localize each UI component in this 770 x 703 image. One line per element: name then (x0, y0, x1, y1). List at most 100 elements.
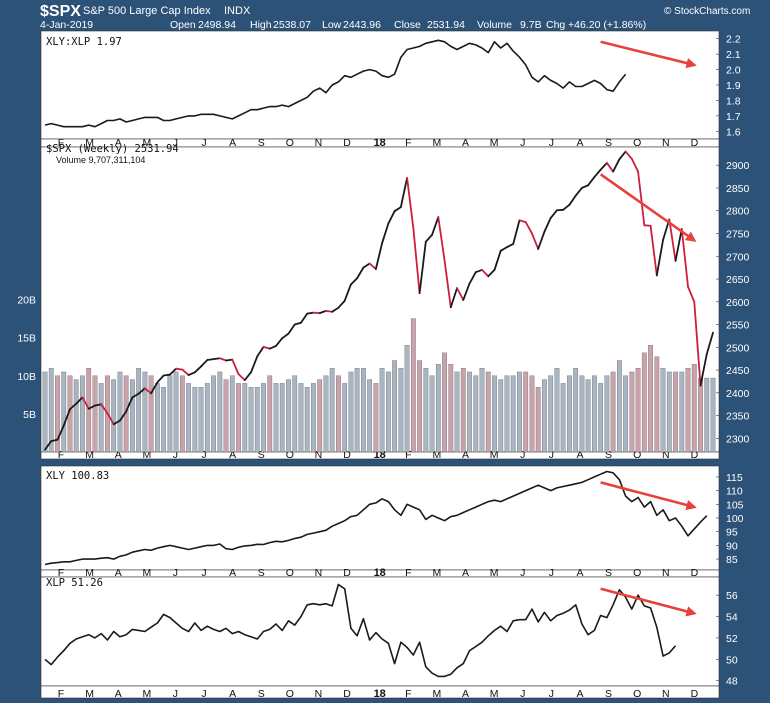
volume-bar-49 (348, 371, 354, 453)
price-segment-46 (331, 306, 340, 313)
x-tick-label-2-16: J (520, 567, 525, 579)
price-segment-50 (356, 266, 365, 280)
x-tick-label-2-7: S (258, 567, 265, 579)
price-segment-75 (512, 219, 521, 245)
price-segment-66 (456, 287, 465, 301)
volume-bar-15 (136, 367, 142, 453)
price-segment-95 (637, 170, 646, 227)
price-segment-97 (649, 224, 658, 277)
x-tick-label-1-3: M (142, 449, 151, 461)
price-segment-31 (237, 373, 246, 381)
volume-bar-17 (148, 375, 154, 453)
price-segment-62 (431, 216, 440, 236)
price-segment-80 (543, 217, 552, 233)
price-segment-27 (212, 357, 221, 361)
x-tick-label-1-0: F (58, 449, 64, 461)
volume-bar-56 (392, 360, 397, 453)
volume-bar-2 (55, 375, 60, 453)
x-tick-label-1-7: S (258, 449, 265, 461)
volume-bar-84 (567, 375, 572, 453)
volume-bar-100 (666, 371, 672, 453)
price-segment-18 (156, 374, 165, 384)
price-segment-71 (487, 269, 496, 278)
x-tick-label-0-5: J (201, 137, 206, 149)
x-tick-label-0-17: J (549, 137, 554, 149)
low-label: Low (322, 19, 342, 31)
x-tick-label-1-4: J (173, 449, 178, 461)
trend-arrow-3 (600, 587, 697, 617)
y-tick-label-1-1: 2350 (726, 411, 750, 423)
volume-bar-21 (173, 371, 179, 453)
chg-value: +46.20 (+1.86%) (568, 19, 646, 31)
y-tick-label-1-0: 2300 (726, 433, 750, 445)
price-segment-58 (406, 177, 415, 229)
x-tick-label-1-16: J (520, 449, 525, 461)
volume-tick-label-2: 15B (17, 333, 36, 345)
price-segment-79 (537, 230, 546, 250)
price-segment-36 (268, 345, 277, 350)
open-label: Open (170, 19, 196, 31)
open-value: 2498.94 (198, 19, 236, 31)
close-value: 2531.94 (427, 19, 465, 31)
volume-value: 9.7B (520, 19, 542, 31)
x-tick-label-1-1: M (85, 449, 94, 461)
price-segment-26 (206, 358, 215, 361)
x-tick-label-3-22: D (691, 688, 699, 700)
price-segment-74 (506, 243, 515, 249)
x-tick-label-3-16: J (520, 688, 525, 700)
volume-bar-5 (73, 379, 79, 453)
volume-bar-61 (423, 367, 429, 453)
volume-bar-50 (354, 367, 360, 453)
x-tick-label-1-12: F (405, 449, 411, 461)
y-tick-label-1-7: 2650 (726, 274, 750, 286)
x-tick-label-1-8: O (286, 449, 294, 461)
low-value: 2443.96 (343, 19, 381, 31)
price-segment-49 (350, 277, 359, 286)
volume-bar-104 (691, 364, 697, 453)
price-segment-69 (474, 269, 483, 274)
price-segment-67 (462, 282, 471, 301)
volume-bar-37 (273, 383, 279, 453)
x-tick-label-2-2: A (115, 567, 122, 579)
close-label: Close (394, 19, 421, 31)
series-line-0 (44, 39, 627, 128)
x-tick-label-3-17: J (549, 688, 554, 700)
price-segment-56 (393, 206, 402, 213)
price-segment-102 (680, 228, 689, 288)
volume-bar-11 (111, 379, 117, 453)
y-tick-label-3-0: 48 (726, 676, 738, 688)
price-segment-41 (300, 312, 309, 324)
x-tick-label-3-20: O (633, 688, 641, 700)
price-segment-47 (337, 299, 346, 309)
volume-bar-33 (248, 387, 254, 453)
x-tick-label-3-6: A (229, 688, 236, 700)
volume-bar-95 (635, 367, 641, 453)
price-segment-94 (630, 157, 639, 173)
y-tick-label-2-2: 95 (726, 527, 738, 539)
price-segment-30 (231, 358, 240, 376)
price-segment-89 (599, 162, 608, 171)
price-segment-65 (449, 287, 458, 309)
volume-bar-80 (542, 379, 547, 453)
volume-bar-57 (398, 367, 404, 453)
price-segment-100 (668, 218, 677, 262)
chart-panels: F M A M J J A S O N D 18 F M A M J J A S O N D 1.6 1.7 1.8 1.9 2.0 2… (17, 30, 750, 700)
price-segment-90 (605, 162, 615, 173)
volume-bar-79 (535, 387, 541, 453)
y-tick-label-3-4: 56 (726, 590, 738, 602)
volume-bar-9 (98, 383, 104, 453)
price-segment-64 (443, 259, 452, 309)
price-segment-78 (531, 232, 540, 250)
x-tick-label-3-9: N (315, 688, 323, 700)
volume-bar-54 (379, 367, 385, 453)
volume-bar-6 (80, 375, 85, 453)
volume-bar-53 (373, 383, 379, 453)
y-tick-label-0-6: 2.2 (726, 34, 741, 46)
y-tick-label-1-6: 2600 (726, 297, 750, 309)
x-tick-label-0-3: M (142, 137, 151, 149)
x-tick-label-0-9: N (315, 137, 323, 149)
volume-bar-7 (86, 367, 92, 453)
x-tick-label-3-13: M (433, 688, 442, 700)
volume-bar-97 (648, 345, 653, 453)
price-segment-34 (256, 345, 265, 358)
